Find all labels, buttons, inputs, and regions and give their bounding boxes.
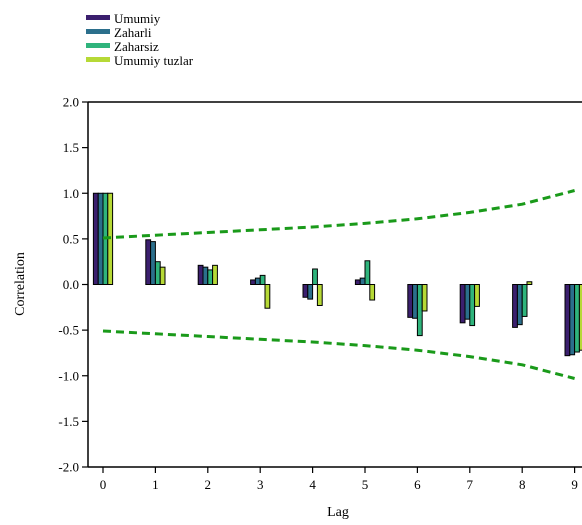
bar [526, 281, 533, 286]
bar [574, 284, 580, 353]
x-axis: 0 1 2 3 4 5 6 7 8 9 [100, 467, 578, 492]
y-tick-label: -2.0 [58, 460, 79, 475]
bars-layer [92, 192, 582, 357]
upper-confidence-line [102, 189, 575, 240]
bar [312, 268, 318, 285]
bar [92, 192, 99, 285]
legend-label: Zaharli [114, 25, 152, 40]
bar [469, 284, 476, 327]
bar [474, 284, 480, 307]
bar [207, 269, 214, 285]
bar [259, 274, 266, 285]
bar [316, 284, 323, 306]
y-tick-label: 2.0 [63, 95, 79, 110]
bar [359, 277, 366, 285]
bar [150, 241, 156, 286]
y-axis-label: Correlation [13, 252, 28, 316]
legend-swatch [86, 15, 110, 20]
legend-label: Umumiy tuzlar [114, 53, 194, 68]
x-tick-label: 5 [362, 477, 369, 492]
bar [307, 284, 314, 300]
legend-swatch [86, 29, 110, 34]
x-tick-label: 4 [309, 477, 316, 492]
x-tick-label: 2 [205, 477, 212, 492]
bar [516, 284, 523, 326]
bar [412, 284, 418, 319]
bar [202, 266, 209, 286]
bar [197, 264, 204, 285]
y-tick-label: -0.5 [58, 323, 79, 338]
bar [302, 284, 309, 298]
bar [459, 284, 466, 324]
x-tick-label: 9 [571, 477, 578, 492]
bar [254, 277, 261, 285]
y-tick-label: -1.5 [58, 414, 79, 429]
bar [407, 284, 414, 318]
lower-confidence-line [102, 329, 575, 380]
x-tick-label: 8 [519, 477, 526, 492]
bar [416, 284, 423, 337]
y-tick-label: 0.0 [63, 277, 79, 292]
bar [464, 284, 471, 320]
bar [97, 192, 104, 285]
y-axis: 2.0 1.5 1.0 0.5 0.0 -0.5 -1.0 -1.5 -2.0 [58, 95, 88, 475]
bar [250, 279, 256, 285]
x-tick-label: 7 [467, 477, 474, 492]
y-tick-label: -1.0 [58, 368, 79, 383]
bar [264, 284, 271, 309]
bar [154, 261, 161, 285]
bar [212, 264, 218, 285]
y-tick-label: 1.0 [63, 186, 79, 201]
bar [421, 284, 428, 312]
legend-label: Umumiy [114, 11, 161, 26]
bar [159, 266, 166, 286]
confidence-band-layer [102, 189, 575, 380]
bar [569, 284, 576, 356]
bar [145, 239, 152, 286]
bar [364, 260, 371, 285]
x-tick-label: 6 [414, 477, 421, 492]
bar [512, 284, 518, 328]
legend-swatch [86, 43, 110, 48]
y-tick-label: 0.5 [63, 231, 79, 246]
x-tick-label: 1 [152, 477, 159, 492]
legend-swatch [86, 57, 110, 62]
legend-label: Zaharsiz [114, 39, 159, 54]
bar [354, 279, 361, 285]
x-tick-label: 3 [257, 477, 264, 492]
x-tick-label: 0 [100, 477, 107, 492]
y-tick-label: 1.5 [63, 140, 79, 155]
bar [564, 284, 571, 357]
bar [369, 284, 376, 301]
x-axis-label: Lag [327, 505, 349, 520]
bar [521, 284, 528, 317]
